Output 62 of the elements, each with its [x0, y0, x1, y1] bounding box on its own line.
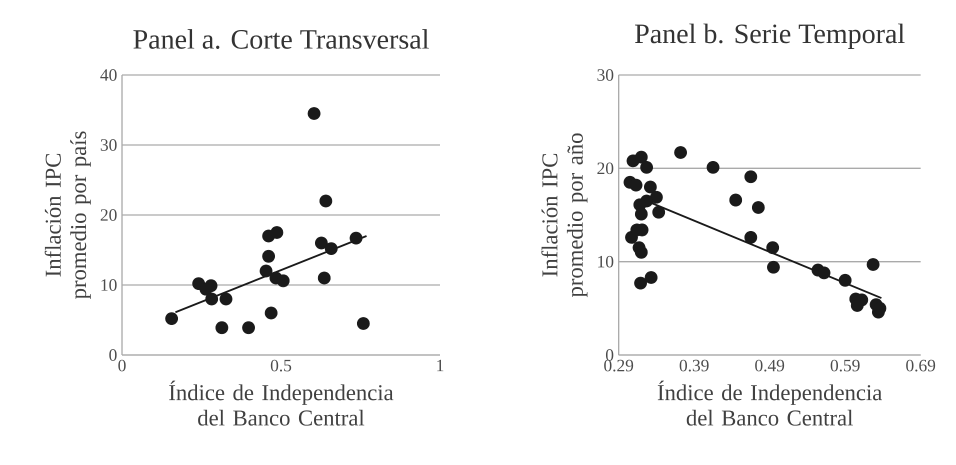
point [314, 236, 328, 250]
point [634, 150, 648, 164]
point [350, 232, 362, 245]
x-tick-label: 0.69 [906, 360, 936, 372]
point [644, 271, 658, 284]
y-tick-label: 10 [598, 256, 614, 268]
y-tick-label: 30 [597, 69, 614, 81]
point [205, 292, 218, 306]
point [652, 206, 666, 219]
point [744, 170, 758, 184]
point [242, 321, 255, 334]
x-tick-label: 0 [118, 360, 126, 372]
point [630, 178, 642, 192]
y-tick-label: 20 [100, 209, 117, 221]
x-tick-label: 1 [437, 360, 444, 372]
x-tick-label: 0.59 [830, 360, 860, 372]
point [264, 306, 278, 320]
x-tick-label: 0.39 [680, 360, 709, 372]
point [634, 246, 648, 259]
point [866, 258, 880, 271]
y-axis-title: Inflación IPC promedio por año [541, 133, 588, 298]
point [276, 274, 290, 288]
point [640, 161, 654, 174]
point [706, 161, 720, 174]
chart-title: Panel b. Serie Temporal [635, 24, 905, 49]
point [220, 292, 232, 306]
point [644, 180, 657, 194]
point [634, 208, 648, 220]
point [650, 190, 663, 204]
point [634, 276, 647, 290]
point [262, 250, 276, 263]
point [744, 231, 758, 244]
x-axis-title: Índice de Independencia del Banco Central [169, 380, 394, 426]
point [766, 241, 780, 254]
chart-title: Panel a. Corte Transversal [133, 29, 429, 49]
point [356, 317, 370, 330]
point [318, 272, 331, 284]
point [767, 260, 780, 274]
y-tick-label: 0 [109, 349, 117, 361]
point [319, 194, 332, 208]
point [308, 107, 320, 120]
point [215, 321, 228, 334]
y-tick-label: 30 [100, 139, 117, 151]
y-axis-title: Inflación IPC promedio por país [44, 131, 91, 299]
y-tick-label: 40 [100, 69, 117, 81]
y-tick-label: 0 [606, 349, 614, 361]
y-tick-label: 20 [597, 162, 614, 174]
point [729, 194, 742, 206]
x-axis-title: Índice de Independencia del Banco Central [658, 380, 882, 426]
y-tick-label: 10 [101, 279, 117, 291]
point [838, 274, 852, 287]
point [324, 242, 338, 256]
point [270, 226, 284, 239]
point [674, 146, 687, 159]
x-tick-label: 0.29 [604, 360, 634, 372]
point [200, 282, 212, 296]
x-tick-label: 0.5 [270, 360, 292, 372]
point [165, 312, 178, 326]
x-tick-label: 0.49 [755, 360, 784, 372]
point [818, 266, 830, 280]
point [260, 264, 272, 278]
point [752, 201, 765, 214]
